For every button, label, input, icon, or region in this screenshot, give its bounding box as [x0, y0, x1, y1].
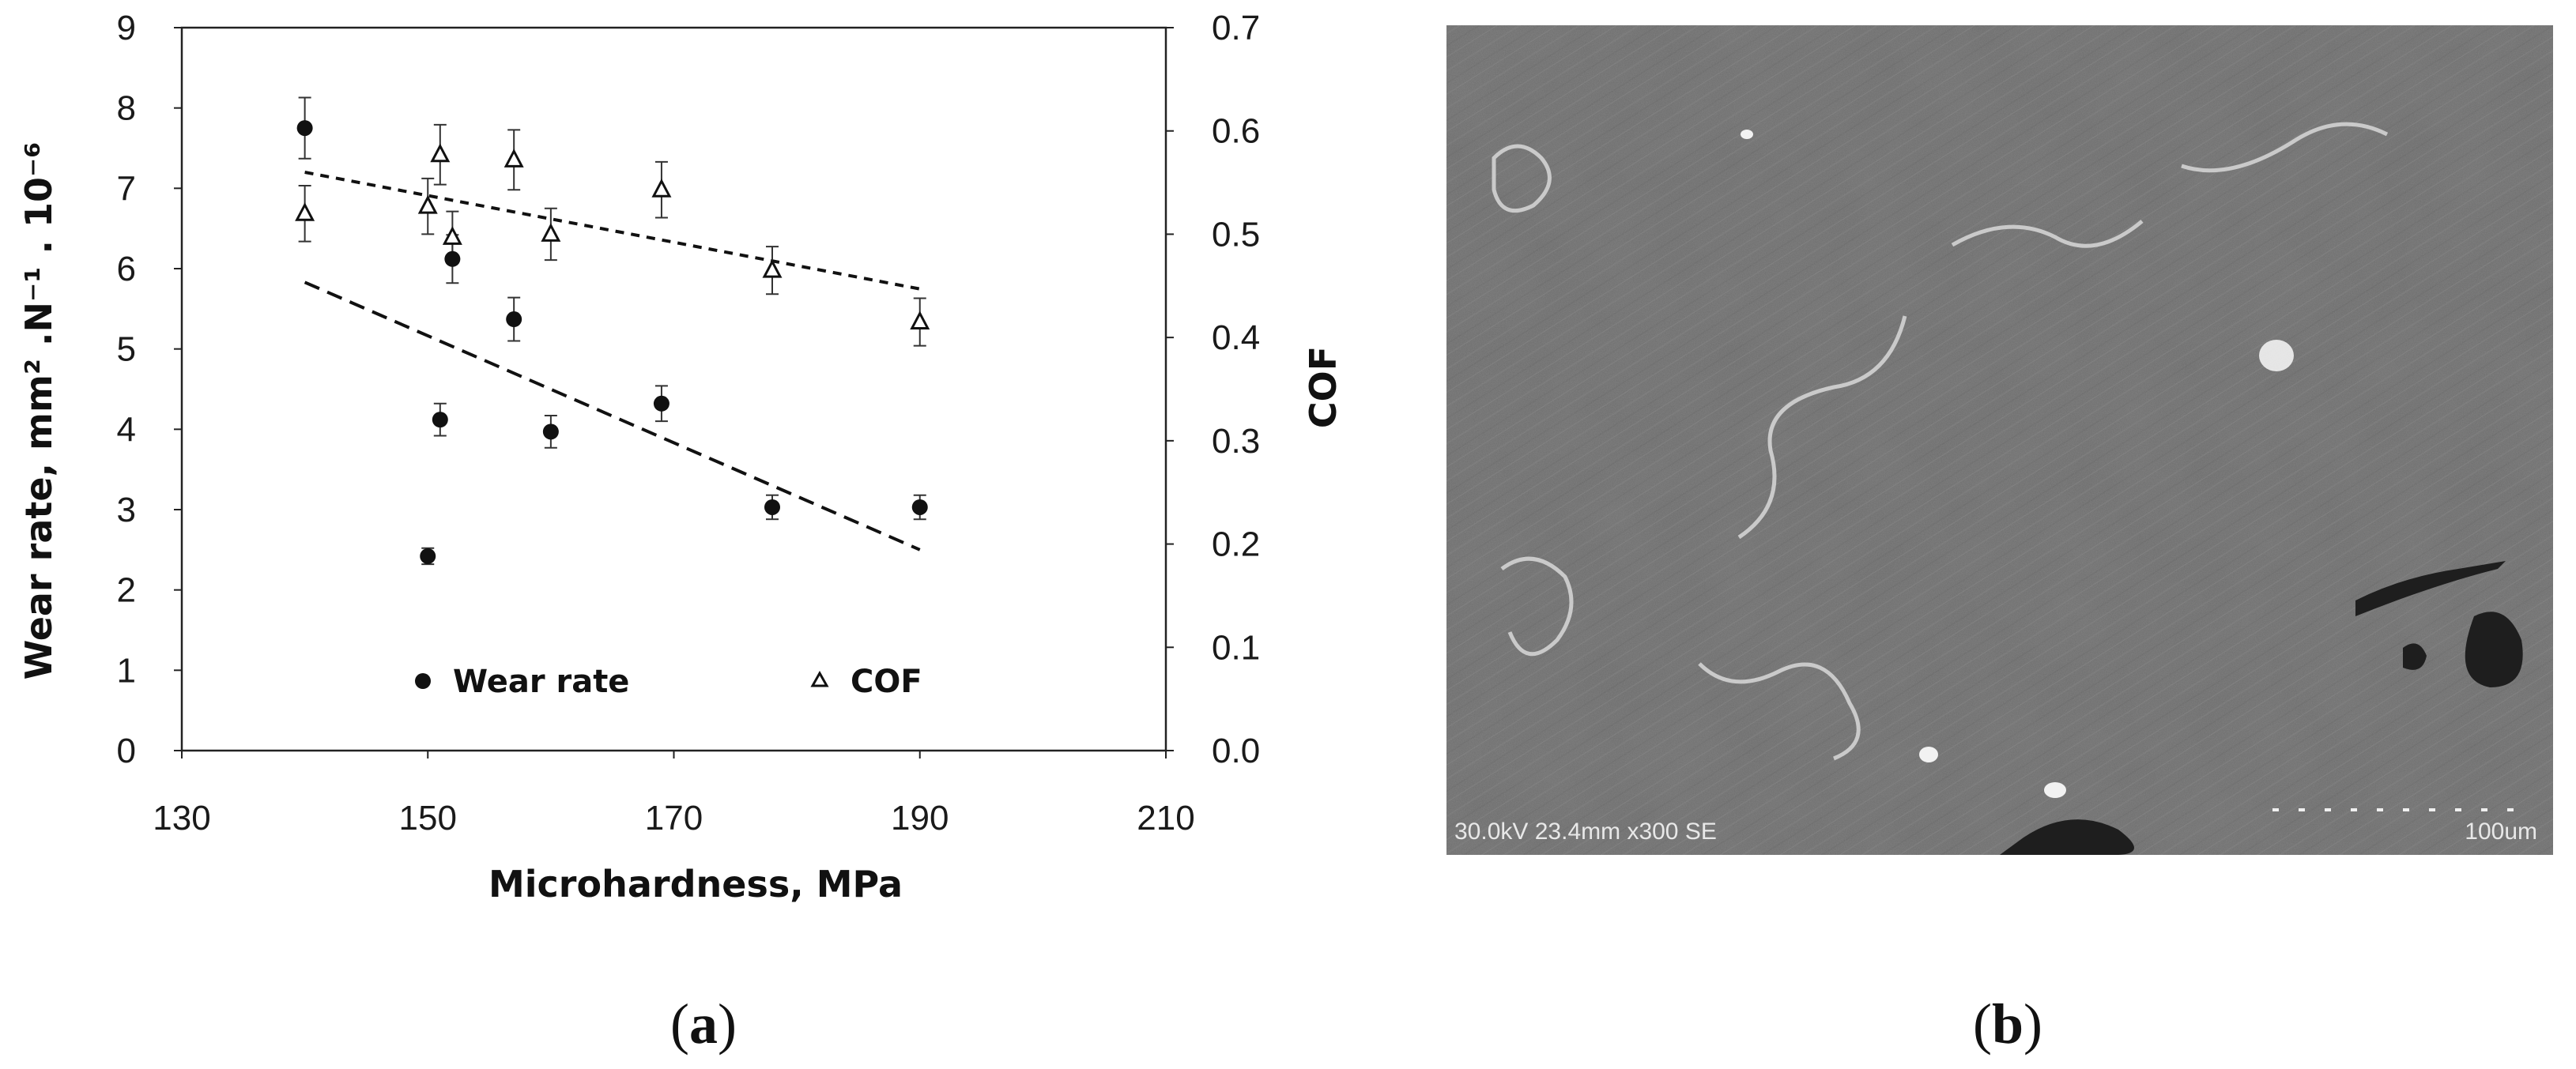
left-tick-label: 9 — [117, 9, 136, 47]
sem-grain — [1446, 25, 2553, 855]
cof-point — [417, 194, 438, 214]
y2-axis-label: COF — [1302, 346, 1345, 428]
right-tick-label: 0.0 — [1212, 732, 1260, 770]
panel-label-a: (a) — [670, 992, 737, 1056]
left-axis-ticks: 0 1 2 3 4 5 6 7 8 9 — [117, 9, 182, 770]
legend-cof-label: COF — [850, 664, 922, 700]
cof-point — [651, 179, 672, 198]
wear-rate-point — [296, 120, 313, 137]
x-axis-ticks: 130 150 170 190 210 — [153, 751, 1195, 838]
wear-rate-point — [653, 395, 669, 412]
wear-rate-point — [764, 499, 780, 515]
left-tick-label: 3 — [117, 491, 136, 529]
error-bars — [298, 96, 926, 566]
wear-rate-point — [911, 499, 928, 515]
right-tick-label: 0.7 — [1212, 9, 1260, 47]
wear-rate-point — [506, 311, 522, 328]
sem-dark-pits — [2000, 561, 2523, 855]
sem-info-text: 30.0kV 23.4mm x300 SE — [1454, 819, 1717, 845]
right-tick-label: 0.1 — [1212, 628, 1260, 667]
wear-rate-point — [444, 250, 461, 267]
sem-white-particles — [1741, 130, 2294, 798]
right-tick-label: 0.6 — [1212, 112, 1260, 151]
cof-point — [504, 149, 524, 168]
left-tick-label: 7 — [117, 169, 136, 208]
x-tick-label: 130 — [153, 799, 210, 838]
x-axis-label: Microhardness, MPa — [488, 863, 903, 905]
left-tick-label: 1 — [117, 651, 136, 690]
y-axis-label: Wear rate, mm² .N⁻¹ . 10⁻⁶ — [17, 142, 60, 680]
left-tick-label: 0 — [117, 732, 136, 770]
panel-label-b: (b) — [1972, 992, 2042, 1056]
trendlines — [304, 171, 921, 551]
sem-scale-text: 100um — [2465, 819, 2537, 845]
cof-point — [430, 143, 451, 163]
legend-wear-rate-marker — [415, 673, 431, 689]
cof-point — [541, 223, 561, 242]
wear-rate-point — [420, 548, 436, 564]
left-tick-label: 2 — [117, 571, 136, 610]
x-tick-label: 210 — [1137, 799, 1194, 838]
right-axis-ticks: 0.0 0.1 0.2 0.3 0.4 0.5 0.6 0.7 — [1166, 9, 1260, 770]
right-tick-label: 0.5 — [1212, 215, 1260, 254]
wear-rate-point — [432, 412, 448, 428]
left-tick-label: 5 — [117, 330, 136, 369]
right-tick-label: 0.3 — [1212, 422, 1260, 461]
cof-point — [442, 226, 462, 245]
x-tick-label: 150 — [399, 799, 457, 838]
cof-point — [762, 258, 783, 278]
cof-point — [295, 202, 315, 221]
x-tick-label: 190 — [891, 799, 949, 838]
left-tick-label: 8 — [117, 89, 136, 128]
wear-rate-point — [542, 423, 559, 440]
trendline-wear-rate — [304, 280, 921, 551]
right-tick-label: 0.2 — [1212, 525, 1260, 564]
cof-point — [910, 311, 930, 330]
left-tick-label: 6 — [117, 250, 136, 288]
trendline-cof — [304, 171, 921, 291]
plot-area-frame — [180, 26, 1167, 752]
data-markers — [295, 120, 930, 564]
legend-wear-rate-label: Wear rate — [453, 664, 629, 700]
right-tick-label: 0.4 — [1212, 318, 1260, 357]
sem-micrograph: 30.0kV 23.4mm x300 SE 100um — [1446, 25, 2553, 855]
legend-cof-marker — [810, 670, 829, 687]
legend: Wear rate COF — [415, 664, 922, 700]
sem-bright-features — [1492, 122, 2389, 761]
left-tick-label: 4 — [117, 410, 136, 449]
x-tick-label: 170 — [645, 799, 703, 838]
